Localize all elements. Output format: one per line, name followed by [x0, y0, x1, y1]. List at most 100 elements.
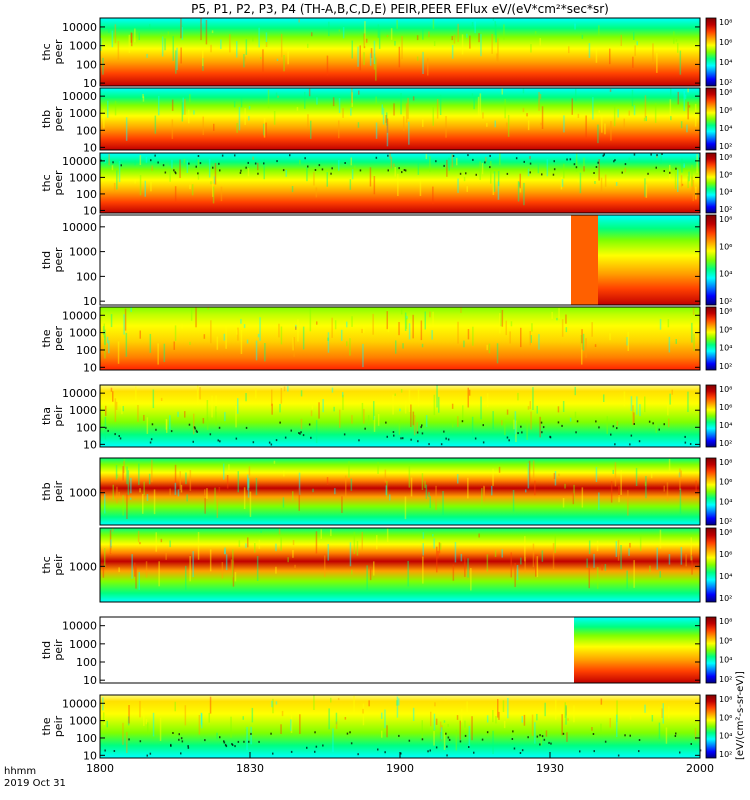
- panel-6-texture: [623, 391, 626, 407]
- panel-10-speckle: [459, 740, 462, 743]
- panel-5-texture: [255, 340, 258, 361]
- panel-5-texture: [216, 336, 219, 350]
- panel-6-texture: [480, 396, 482, 420]
- panel-1-texture: [138, 32, 140, 40]
- panel-5-ylabel: peer: [52, 326, 65, 352]
- panel-6-texture: [351, 415, 353, 424]
- panel-3-texture: [118, 161, 121, 183]
- panel-6-texture: [193, 413, 195, 435]
- panel-10-speckle: [486, 731, 489, 734]
- panel-10-speckle: [149, 752, 152, 755]
- panel-1-texture: [416, 56, 419, 61]
- panel-3-texture: [350, 157, 352, 166]
- panel-10-texture: [145, 718, 148, 725]
- panel-7-texture: [129, 497, 132, 500]
- panel-7-texture: [424, 480, 426, 489]
- panel-7-texture: [204, 498, 206, 514]
- panel-10-texture: [439, 721, 442, 742]
- panel-2-texture: [563, 115, 565, 133]
- panel-8-texture: [197, 532, 200, 560]
- panel-5-texture: [395, 340, 397, 354]
- panel-1-texture: [396, 20, 398, 29]
- panel-7-texture: [627, 490, 629, 516]
- panel-7-frame: [99, 457, 701, 526]
- colorbar-tick-label: 10⁶: [719, 242, 732, 251]
- panel-10-speckle: [272, 752, 274, 755]
- panel-10-speckle: [225, 745, 228, 748]
- panel-3-texture: [523, 182, 525, 206]
- panel-10-texture: [208, 712, 210, 723]
- panel-1-texture: [432, 19, 435, 29]
- panel-6-texture: [373, 415, 376, 432]
- panel-5-texture: [181, 323, 183, 329]
- colorbar-tick-label: 10²: [719, 297, 732, 306]
- panel-2-texture: [213, 123, 215, 131]
- panel-10-texture: [362, 703, 365, 726]
- panel-3-texture: [213, 176, 216, 184]
- panel-5-texture: [627, 331, 629, 351]
- panel-3-speckle: [276, 160, 278, 163]
- panel-6-texture: [135, 386, 137, 400]
- panel-3-texture: [208, 159, 211, 178]
- panel-5-texture: [486, 344, 488, 351]
- panel-6-speckle: [151, 423, 154, 426]
- panel-10-texture: [566, 732, 568, 742]
- panel-10-texture: [201, 713, 203, 729]
- panel-5-texture: [195, 307, 197, 328]
- panel-1-texture: [128, 34, 131, 53]
- panel-1-ytick-label: 10: [83, 77, 97, 90]
- panel-10-texture: [456, 715, 459, 720]
- panel-10-speckle: [674, 735, 677, 737]
- panel-7-texture: [528, 460, 531, 485]
- panel-8-texture: [275, 566, 277, 574]
- panel-3-ytick-label: 100: [76, 188, 97, 201]
- panel-3-texture: [615, 182, 618, 186]
- panel-6-texture: [318, 402, 320, 419]
- panel-7-texture: [481, 488, 483, 509]
- panel-3-speckle: [647, 172, 649, 175]
- panel-1-texture: [620, 34, 622, 46]
- panel-4-frame: [99, 214, 701, 306]
- panel-8-texture: [245, 543, 247, 548]
- panel-3-speckle: [212, 166, 214, 169]
- panel-8-texture: [134, 562, 136, 577]
- panel-5-texture: [565, 314, 567, 324]
- panel-3-speckle: [566, 158, 568, 161]
- panel-9-ylabel: thd: [40, 641, 53, 659]
- figure-title: P5, P1, P2, P3, P4 (TH-A,B,C,D,E) PEIR,P…: [191, 2, 609, 16]
- panel-6-speckle: [149, 441, 152, 444]
- panel-1-texture: [375, 57, 377, 81]
- panel-3-texture: [537, 164, 540, 174]
- panel-3-ytick-label: 10000: [62, 155, 97, 168]
- panel-3-texture: [681, 183, 684, 186]
- panel-1-texture: [180, 47, 182, 64]
- panel-3-speckle: [307, 165, 309, 168]
- panel-6-texture: [412, 411, 415, 426]
- panel-5-texture: [531, 323, 533, 332]
- panel-3-frame: [99, 152, 701, 214]
- panel-5-texture: [295, 324, 297, 330]
- panel-7-texture: [386, 480, 388, 498]
- panel-1-texture: [134, 28, 136, 43]
- panel-7-texture: [148, 473, 151, 485]
- colorbar-tick-label: 10⁶: [719, 550, 732, 559]
- panel-6-texture: [206, 417, 209, 430]
- colorbar-tick-label: 10²: [719, 205, 732, 214]
- panel-8-texture: [324, 555, 326, 577]
- panel-10-texture: [591, 727, 593, 731]
- panel-7-texture: [618, 485, 620, 498]
- panel-7-texture: [118, 491, 120, 498]
- panel-3-speckle: [318, 164, 321, 167]
- panel-6-texture: [342, 392, 344, 398]
- panel-1-texture: [390, 28, 393, 40]
- panel-2-texture: [248, 106, 251, 110]
- panel-8-texture: [438, 542, 441, 554]
- panel-2-texture: [541, 106, 544, 129]
- panel-6-speckle: [561, 424, 563, 427]
- panel-5-texture: [561, 319, 564, 337]
- panel-1-texture: [180, 18, 182, 39]
- panel-5-spectrum: [100, 307, 700, 370]
- panel-3-texture: [315, 187, 318, 198]
- panel-5-texture: [361, 328, 363, 334]
- panel-3-texture: [285, 170, 287, 177]
